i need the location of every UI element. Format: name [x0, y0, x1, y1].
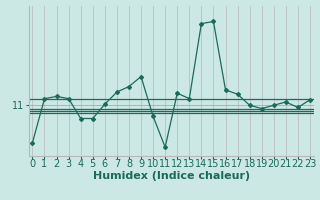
X-axis label: Humidex (Indice chaleur): Humidex (Indice chaleur)	[92, 171, 250, 181]
